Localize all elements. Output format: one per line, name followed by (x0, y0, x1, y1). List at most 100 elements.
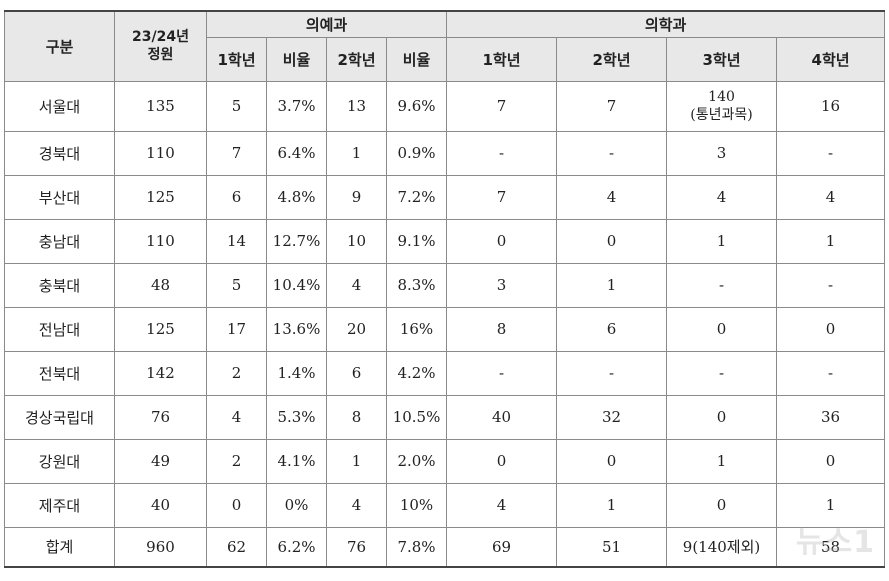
cell-med-year2: 1 (556, 482, 668, 528)
cell-premed-ratio1: 6.2% (266, 526, 327, 568)
cell-med-year2: 1 (556, 262, 668, 308)
cell-med-year3: 4 (666, 174, 778, 220)
cell-med-year4: 1 (776, 482, 886, 528)
cell-premed-year2: 10 (326, 218, 387, 264)
header-med-year3: 3학년 (666, 36, 778, 82)
cell-med-year1: 3 (446, 262, 558, 308)
cell-premed-year2: 6 (326, 350, 387, 396)
cell-premed-year2: 20 (326, 306, 387, 352)
cell-premed-ratio1: 13.6% (266, 306, 327, 352)
table-row-total: 합계 960 62 6.2% 76 7.8% 69 51 9(140제외) 58 (4, 526, 886, 568)
cell-premed-ratio2: 16% (385, 306, 448, 352)
cell-premed-year1: 14 (206, 218, 267, 264)
cell-med-year4: 0 (776, 306, 886, 352)
cell-university: 전북대 (4, 350, 115, 396)
cell-premed-ratio1: 12.7% (266, 218, 327, 264)
cell-med-year4: - (776, 130, 886, 176)
cell-premed-ratio2: 10% (385, 482, 448, 528)
cell-med-year3: - (666, 350, 778, 396)
cell-premed-ratio2: 7.8% (385, 526, 448, 568)
cell-premed-year1: 0 (206, 482, 267, 528)
header-premed: 의예과 (205, 10, 448, 38)
header-quota-line1: 23/24년 (132, 29, 189, 46)
cell-premed-year1: 17 (206, 306, 267, 352)
cell-university: 서울대 (4, 80, 115, 132)
table-row: 제주대 40 0 0% 4 10% 4 1 0 1 (4, 482, 886, 528)
cell-premed-year1: 2 (206, 438, 267, 484)
cell-premed-ratio1: 3.7% (266, 80, 327, 132)
cell-premed-year2: 1 (326, 438, 387, 484)
cell-med-year4: - (776, 262, 886, 308)
cell-med-year1: 69 (446, 526, 558, 568)
cell-premed-ratio2: 9.1% (385, 218, 448, 264)
cell-med-year1: 7 (446, 80, 558, 132)
cell-med-year3-note: (통년과목) (690, 107, 753, 123)
header-med-year1: 1학년 (446, 36, 558, 82)
cell-med-year4: 58 (776, 526, 886, 568)
cell-quota: 135 (114, 80, 207, 132)
cell-premed-ratio1: 4.8% (266, 174, 327, 220)
cell-med-year4: 0 (776, 438, 886, 484)
table-row: 강원대 49 2 4.1% 1 2.0% 0 0 1 0 (4, 438, 886, 484)
cell-premed-ratio2: 2.0% (385, 438, 448, 484)
table-row: 경북대 110 7 6.4% 1 0.9% - - 3 - (4, 130, 886, 176)
cell-university: 충북대 (4, 262, 115, 308)
table-row: 충남대 110 14 12.7% 10 9.1% 0 0 1 1 (4, 218, 886, 264)
header-med: 의학과 (446, 10, 886, 38)
header-med-year4: 4학년 (776, 36, 886, 82)
cell-med-year1: - (446, 350, 558, 396)
header-med-year2: 2학년 (556, 36, 668, 82)
cell-med-year2: 0 (556, 218, 668, 264)
cell-premed-ratio2: 7.2% (385, 174, 448, 220)
cell-med-year1: 8 (446, 306, 558, 352)
cell-med-year2: 4 (556, 174, 668, 220)
cell-med-year1: 0 (446, 438, 558, 484)
cell-med-year2: 32 (556, 394, 668, 440)
cell-quota: 125 (114, 174, 207, 220)
cell-med-year3-value: 140 (708, 89, 735, 105)
cell-med-year4: 36 (776, 394, 886, 440)
table-row: 충북대 48 5 10.4% 4 8.3% 3 1 - - (4, 262, 886, 308)
header-category: 구분 (4, 10, 115, 82)
cell-med-year3: 3 (666, 130, 778, 176)
cell-university: 경북대 (4, 130, 115, 176)
cell-premed-year2: 13 (326, 80, 387, 132)
cell-premed-year2: 8 (326, 394, 387, 440)
cell-premed-ratio2: 9.6% (385, 80, 448, 132)
cell-premed-year2: 4 (326, 262, 387, 308)
cell-premed-ratio2: 0.9% (385, 130, 448, 176)
cell-quota: 110 (114, 218, 207, 264)
cell-med-year4: 16 (776, 80, 886, 132)
header-premed-ratio2: 비율 (385, 36, 448, 82)
header-quota: 23/24년 정원 (114, 10, 207, 82)
cell-premed-year1: 62 (206, 526, 267, 568)
cell-quota: 110 (114, 130, 207, 176)
cell-med-year4: 4 (776, 174, 886, 220)
cell-premed-ratio1: 5.3% (266, 394, 327, 440)
cell-premed-year2: 4 (326, 482, 387, 528)
cell-med-year3: 0 (666, 482, 778, 528)
table-row: 전북대 142 2 1.4% 6 4.2% - - - - (4, 350, 886, 396)
cell-university: 합계 (4, 526, 115, 568)
cell-premed-year1: 5 (206, 80, 267, 132)
cell-med-year3: 0 (666, 394, 778, 440)
cell-premed-ratio2: 4.2% (385, 350, 448, 396)
cell-premed-ratio1: 0% (266, 482, 327, 528)
cell-med-year2: 0 (556, 438, 668, 484)
cell-premed-year2: 76 (326, 526, 387, 568)
data-table: 구분 23/24년 정원 의예과 의학과 1학년 비율 2학년 비율 1학년 2… (4, 10, 886, 568)
cell-med-year3: 1 (666, 218, 778, 264)
cell-med-year2: - (556, 350, 668, 396)
cell-premed-ratio1: 1.4% (266, 350, 327, 396)
cell-med-year3: 1 (666, 438, 778, 484)
data-table-container: 구분 23/24년 정원 의예과 의학과 1학년 비율 2학년 비율 1학년 2… (4, 10, 886, 568)
cell-med-year2: 6 (556, 306, 668, 352)
cell-med-year1: 4 (446, 482, 558, 528)
table-row: 전남대 125 17 13.6% 20 16% 8 6 0 0 (4, 306, 886, 352)
cell-premed-ratio2: 10.5% (385, 394, 448, 440)
cell-university: 부산대 (4, 174, 115, 220)
cell-premed-year1: 4 (206, 394, 267, 440)
cell-university: 경상국립대 (4, 394, 115, 440)
table-row: 경상국립대 76 4 5.3% 8 10.5% 40 32 0 36 (4, 394, 886, 440)
header-quota-line2: 정원 (147, 47, 174, 64)
